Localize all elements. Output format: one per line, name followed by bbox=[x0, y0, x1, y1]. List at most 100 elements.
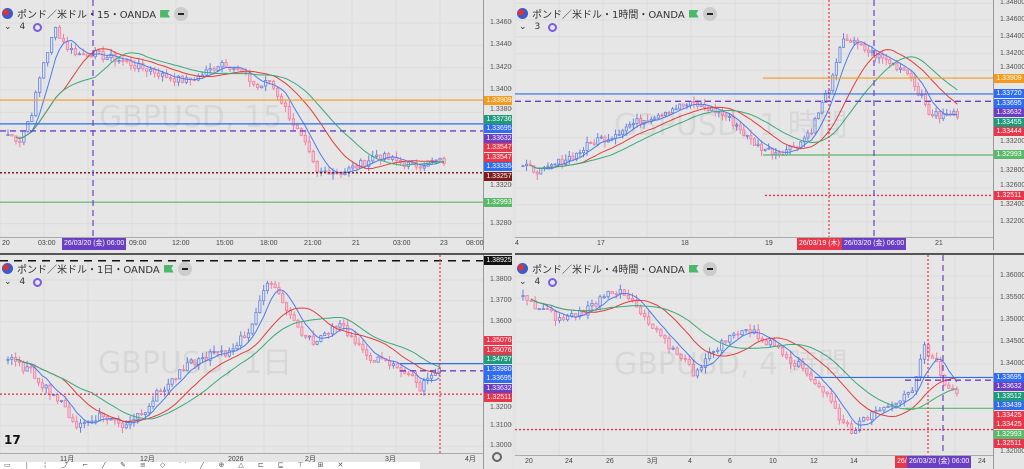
candle bbox=[738, 124, 742, 131]
drawing-tool-button[interactable]: ⊤ bbox=[297, 462, 304, 469]
drawing-tool-button[interactable]: ▭ bbox=[4, 462, 11, 469]
candle bbox=[805, 367, 809, 375]
indicators-toggle[interactable]: ⌄ 3 bbox=[519, 22, 558, 32]
symbol-title[interactable]: ポンド／米ドル・15・OANDA bbox=[2, 6, 189, 21]
symbol-watermark: GBPUSD, 1 時間 bbox=[614, 108, 848, 143]
candle bbox=[46, 52, 50, 64]
price-label: 1.34797 bbox=[484, 355, 512, 365]
price-tick: 1.34600 bbox=[490, 19, 512, 26]
gbp-usd-flag-icon bbox=[517, 263, 528, 274]
drawing-tool-button[interactable]: │ bbox=[24, 462, 29, 469]
candle bbox=[862, 417, 866, 422]
symbol-title[interactable]: ポンド／米ドル・1日・OANDA bbox=[2, 261, 192, 276]
price-axis[interactable]: 1.33695 1.33632 1.33512 1.33439 1.33425 1.334… bbox=[993, 255, 1024, 469]
candle bbox=[59, 400, 63, 402]
collapse-button[interactable] bbox=[702, 6, 717, 21]
candle bbox=[578, 152, 582, 155]
indicators-toggle[interactable]: ⌄ 4 bbox=[519, 277, 558, 287]
candle bbox=[592, 142, 596, 145]
drawing-tool-button[interactable]: ╱ bbox=[101, 462, 107, 469]
chart-panel-tl[interactable]: ポンド／米ドル・15・OANDA ⌄ 4 GBPUSD, 15 1.33909 1.3… bbox=[0, 0, 512, 250]
candle bbox=[200, 74, 204, 77]
candle bbox=[262, 290, 266, 302]
candle bbox=[239, 335, 243, 346]
candle bbox=[947, 384, 951, 389]
time-tick: 23 bbox=[440, 240, 448, 247]
drawing-tool-button[interactable]: ⤴ bbox=[61, 462, 69, 469]
time-tick: 4 bbox=[515, 240, 519, 247]
candle bbox=[614, 293, 618, 296]
drawing-tool-button[interactable]: ≡ bbox=[140, 462, 146, 469]
price-axis[interactable]: 1.38925 1.35076 1.35076 1.34797 1.33980 1.336… bbox=[483, 255, 512, 469]
price-tick: 1.34500 bbox=[1000, 338, 1024, 345]
chart-panel-bl[interactable]: ポンド／米ドル・1日・OANDA ⌄ 4 GBPUSD, 1日 1.38925 1.3… bbox=[0, 253, 512, 469]
drawing-tool-button[interactable]: ✕ bbox=[337, 462, 344, 469]
time-axis[interactable]: 26/03/20 (金) 06:00 20 03:00 09:00 12:00 15:00… bbox=[0, 237, 484, 250]
candle bbox=[656, 114, 660, 119]
time-tick: 09:00 bbox=[129, 240, 147, 247]
price-axis[interactable]: 1.33909 1.33736 1.33695 1.33632 1.33547 1.335… bbox=[483, 0, 512, 250]
candle bbox=[30, 115, 34, 122]
candle bbox=[283, 102, 288, 107]
drawing-tool-button[interactable]: ⊏ bbox=[257, 462, 264, 469]
indicators-toggle[interactable]: ⌄ 4 bbox=[4, 22, 43, 32]
collapse-button[interactable] bbox=[702, 261, 717, 276]
candle bbox=[793, 362, 797, 367]
drawing-tool-button[interactable]: △ bbox=[238, 462, 244, 469]
drawing-tool-button[interactable]: ✎ bbox=[120, 462, 127, 469]
candle bbox=[63, 400, 67, 408]
chart-panel-tr[interactable]: ポンド／米ドル・1時間・OANDA ⌄ 3 GBPUSD, 1 時間 1.33909… bbox=[515, 0, 1024, 250]
candle bbox=[34, 92, 38, 116]
drawing-tool-button[interactable]: ⌒ bbox=[179, 462, 187, 469]
drawing-tool-button[interactable]: ╱ bbox=[200, 462, 205, 469]
time-axis[interactable]: 26/26/03/20 (金) 06:00 20 24 26 3月 4 6 10 12 14 24 bbox=[515, 455, 993, 468]
candle bbox=[838, 46, 842, 63]
candle bbox=[430, 374, 434, 379]
candle bbox=[561, 317, 566, 321]
time-tick: 24 bbox=[565, 458, 573, 465]
candle bbox=[265, 282, 270, 292]
drawing-tool-button[interactable]: ◇ bbox=[159, 462, 166, 469]
price-tick: 1.32800 bbox=[1000, 167, 1024, 175]
price-axis[interactable]: 1.33909 1.33720 1.33695 1.33632 1.33455 1.334… bbox=[993, 0, 1024, 250]
candle bbox=[774, 152, 778, 155]
candle bbox=[809, 373, 813, 380]
candle bbox=[735, 124, 739, 127]
candle bbox=[67, 406, 71, 419]
crosshair-date-label: 26/03/20 (金) 06:00 bbox=[62, 238, 127, 250]
chart-panel-br[interactable]: ポンド／米ドル・4時間・OANDA ⌄ 4 GBPUSD, 4 時間 1.33695… bbox=[515, 253, 1024, 469]
price-tick: 1.34000 bbox=[1000, 64, 1024, 72]
moving-average-line bbox=[530, 292, 958, 426]
candle bbox=[232, 67, 236, 70]
collapse-button[interactable] bbox=[177, 261, 192, 276]
candle bbox=[841, 419, 846, 423]
candle bbox=[703, 358, 708, 368]
collapse-button[interactable] bbox=[174, 6, 189, 21]
candle bbox=[565, 315, 570, 321]
drawing-tool-button[interactable]: ⊑ bbox=[277, 462, 284, 469]
gbp-usd-flag-icon bbox=[2, 8, 13, 19]
candle bbox=[813, 118, 817, 134]
price-tick: 1.32000 bbox=[490, 403, 512, 411]
price-tick: 1.34200 bbox=[1000, 49, 1024, 57]
candle bbox=[674, 108, 678, 111]
drawing-tool-button[interactable]: ⌐ bbox=[82, 462, 88, 469]
drawing-tool-button[interactable]: ⊕ bbox=[218, 462, 225, 469]
candle bbox=[728, 335, 732, 343]
indicators-toggle[interactable]: ⌄ 4 bbox=[4, 277, 43, 287]
price-label: 1.33632 bbox=[994, 108, 1024, 118]
candle bbox=[212, 68, 216, 71]
settings-gear-icon[interactable] bbox=[492, 452, 502, 462]
time-axis[interactable]: 26/03/19 (木) 26/03/20 (金) 06:00 4 17 18 19 21 bbox=[515, 237, 993, 250]
time-tick: 24 bbox=[978, 458, 986, 465]
drawing-tool-button[interactable]: ⊞ bbox=[317, 462, 324, 469]
candle bbox=[149, 69, 153, 72]
candle bbox=[231, 348, 235, 351]
drawing-tool-button[interactable]: ╎ bbox=[42, 462, 48, 469]
symbol-title[interactable]: ポンド／米ドル・1時間・OANDA bbox=[517, 6, 717, 21]
price-label: 1.32993 bbox=[994, 150, 1024, 160]
candle bbox=[691, 364, 695, 377]
symbol-title[interactable]: ポンド／米ドル・4時間・OANDA bbox=[517, 261, 717, 276]
candle bbox=[140, 413, 144, 415]
candle bbox=[145, 68, 149, 72]
